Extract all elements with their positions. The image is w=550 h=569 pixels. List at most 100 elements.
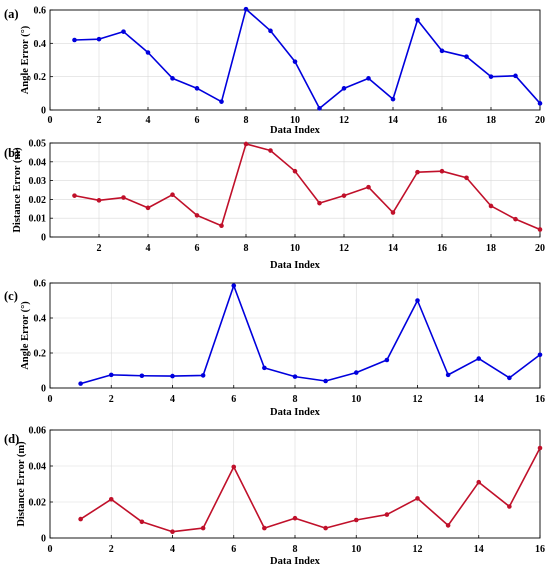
data-point — [219, 223, 224, 229]
x-tick-label: 2 — [97, 115, 102, 126]
series-line — [80, 284, 541, 385]
y-tick-label: 0.05 — [29, 139, 47, 150]
y-tick-label: 0 — [41, 233, 46, 244]
panel-label: (c) — [4, 289, 18, 303]
x-tick-label: 10 — [351, 544, 361, 555]
y-axis-label: Angle Error (°) — [20, 301, 31, 370]
y-tick-label: 0.01 — [29, 214, 47, 225]
data-point — [384, 357, 390, 363]
x-tick-label: 10 — [351, 394, 361, 405]
data-point — [464, 54, 469, 59]
panel-d: 0 2 4 6 8 10 12 14 16 0 0.02 0.04 0.06 Data Index Dist… — [4, 426, 545, 568]
data-point — [341, 86, 347, 91]
x-tick-label: 14 — [474, 544, 484, 555]
data-point — [292, 515, 298, 521]
y-tick-label: 0.03 — [29, 176, 47, 187]
x-tick-label: 6 — [231, 394, 236, 405]
data-point — [121, 195, 126, 200]
x-tick-label: 2 — [109, 394, 114, 405]
data-point — [145, 50, 151, 55]
x-tick-label: 16 — [535, 394, 545, 405]
data-point — [390, 210, 396, 215]
x-tick-label: 20 — [535, 243, 545, 254]
data-point — [96, 36, 102, 42]
data-point — [537, 352, 543, 358]
data-point — [292, 168, 298, 174]
panel-label: (a) — [4, 7, 19, 21]
x-tick-label: 20 — [535, 115, 545, 126]
data-point — [292, 59, 298, 64]
x-tick-label: 0 — [48, 115, 53, 126]
data-point — [194, 213, 200, 218]
x-tick-label: 16 — [535, 544, 545, 555]
x-tick-label: 6 — [231, 544, 236, 555]
y-tick-label: 0.06 — [29, 426, 47, 437]
data-point — [200, 525, 206, 531]
y-tick-label: 0.2 — [34, 72, 47, 83]
x-tick-label: 6 — [195, 243, 200, 254]
data-point — [200, 373, 206, 378]
data-point — [439, 48, 445, 54]
y-tick-label: 0.04 — [29, 157, 47, 168]
x-tick-label: 10 — [290, 115, 300, 126]
data-point — [268, 148, 273, 153]
data-point — [415, 298, 420, 303]
y-axis-label: Angle Error (°) — [20, 25, 31, 94]
y-axis-label: Distance Error (m) — [12, 147, 23, 233]
data-point — [513, 216, 518, 222]
x-tick-label: 8 — [293, 544, 298, 555]
data-point — [72, 37, 77, 43]
data-point — [366, 76, 371, 81]
y-axis-label: Distance Error (m) — [16, 441, 27, 527]
x-tick-label: 18 — [486, 243, 496, 254]
y-tick-label: 0.04 — [29, 462, 47, 473]
x-tick-label: 12 — [339, 115, 349, 126]
data-point — [537, 445, 543, 451]
x-tick-label: 4 — [146, 115, 151, 126]
x-tick-label: 8 — [293, 394, 298, 405]
panel-a: 0 2 4 6 8 10 12 14 16 18 20 0 0.2 0.4 0.6 Data Index Ang… — [4, 6, 545, 137]
y-tick-label: 0.02 — [29, 195, 47, 206]
x-tick-label: 16 — [437, 115, 447, 126]
data-point — [170, 76, 175, 81]
series-line — [74, 143, 541, 231]
data-point — [219, 99, 224, 104]
y-tick-label: 0.6 — [34, 279, 47, 290]
y-tick-label: 0 — [41, 106, 46, 117]
data-point — [353, 517, 359, 523]
x-tick-label: 10 — [290, 243, 300, 254]
x-tick-label: 0 — [48, 394, 53, 405]
x-tick-label: 12 — [339, 243, 349, 254]
data-point — [537, 227, 543, 232]
data-point — [366, 184, 371, 190]
data-point — [231, 283, 237, 288]
series-line — [74, 8, 541, 110]
data-point — [476, 356, 482, 361]
x-tick-label: 12 — [413, 544, 423, 555]
data-point — [145, 205, 151, 211]
x-tick-label: 4 — [170, 544, 175, 555]
x-axis-label: Data Index — [270, 125, 321, 136]
data-point — [317, 200, 322, 206]
data-point — [445, 523, 451, 528]
data-point — [139, 373, 145, 379]
data-point — [488, 74, 494, 79]
x-tick-label: 6 — [195, 115, 200, 126]
x-tick-label: 2 — [109, 544, 114, 555]
data-point — [439, 168, 445, 174]
x-tick-label: 12 — [413, 394, 423, 405]
data-point — [139, 519, 145, 525]
data-point — [341, 193, 347, 198]
data-point — [384, 512, 390, 517]
y-tick-label: 0.4 — [34, 314, 47, 325]
data-point — [476, 479, 482, 485]
data-point — [231, 464, 237, 470]
data-point — [72, 193, 77, 198]
data-point — [194, 86, 200, 91]
data-point — [292, 374, 298, 379]
y-tick-label: 0.2 — [34, 349, 47, 360]
y-tick-label: 0.6 — [34, 6, 47, 17]
data-point — [317, 106, 322, 111]
x-tick-label: 8 — [244, 115, 249, 126]
